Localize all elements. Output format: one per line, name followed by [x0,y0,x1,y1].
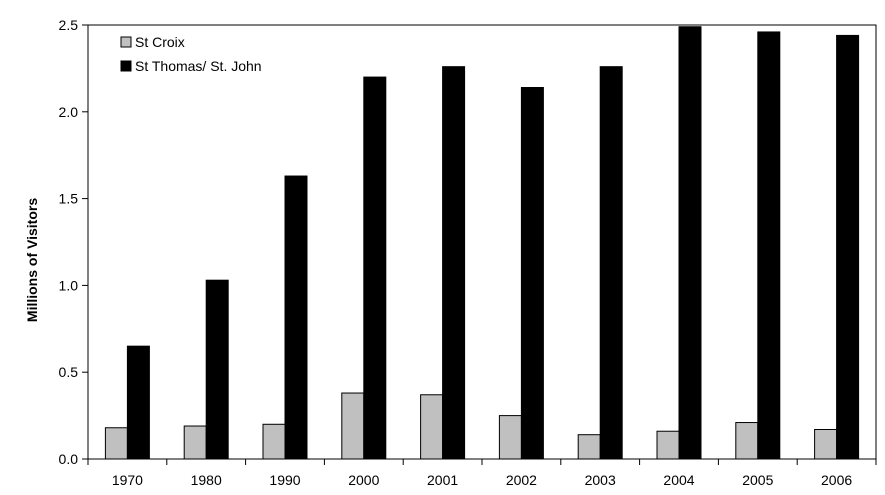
y-tick-label: 1.0 [59,277,79,293]
x-tick-label: 2005 [742,472,773,488]
bars [104,26,860,460]
legend-swatch [120,60,132,72]
x-tick-label: 1980 [191,472,222,488]
x-tick-label: 2000 [348,472,379,488]
y-tick-label: 2.5 [59,17,79,33]
x-tick-label: 1990 [269,472,300,488]
y-axis: 0.0 0.5 1.0 1.5 2.0 2.5 [59,17,88,467]
bar-st-thomas-st-john [836,34,860,460]
bar-st-croix [577,434,601,460]
y-tick-label: 0.5 [59,364,79,380]
bar-st-croix [420,394,444,460]
y-tick-label: 2.0 [59,104,79,120]
bar-st-croix [341,392,365,460]
bar-st-thomas-st-john [599,66,623,460]
x-tick-label: 2006 [821,472,852,488]
legend: St Croix St Thomas/ St. John [120,34,262,74]
bar-st-thomas-st-john [126,345,150,460]
bar-st-thomas-st-john [678,26,702,460]
bar-st-thomas-st-john [284,175,308,460]
bar-st-croix [814,428,838,460]
bar-st-croix [656,430,680,460]
x-axis: 1970 1980 1990 2000 2001 2002 2003 2004 2005 2006 [87,459,877,488]
bar-st-thomas-st-john [520,86,544,460]
y-tick-label: 1.5 [59,191,79,207]
bar-st-thomas-st-john [363,76,387,460]
x-tick-label: 2002 [506,472,537,488]
legend-swatch [120,36,132,48]
bar-st-thomas-st-john [757,31,781,460]
bar-st-thomas-st-john [205,279,229,460]
x-tick-label: 2003 [585,472,616,488]
legend-label: St Croix [135,34,185,50]
bar-st-croix [262,423,286,460]
bar-st-croix [498,415,522,460]
bar-st-croix [735,422,759,460]
bar-st-croix [183,425,207,460]
bar-st-croix [104,427,128,460]
y-axis-title: Millions of Visitors [24,198,40,322]
legend-label: St Thomas/ St. John [135,58,262,74]
y-tick-label: 0.0 [59,451,79,467]
x-tick-label: 2001 [427,472,458,488]
x-tick-label: 2004 [663,472,694,488]
bar-st-thomas-st-john [442,66,466,460]
x-tick-label: 1970 [112,472,143,488]
